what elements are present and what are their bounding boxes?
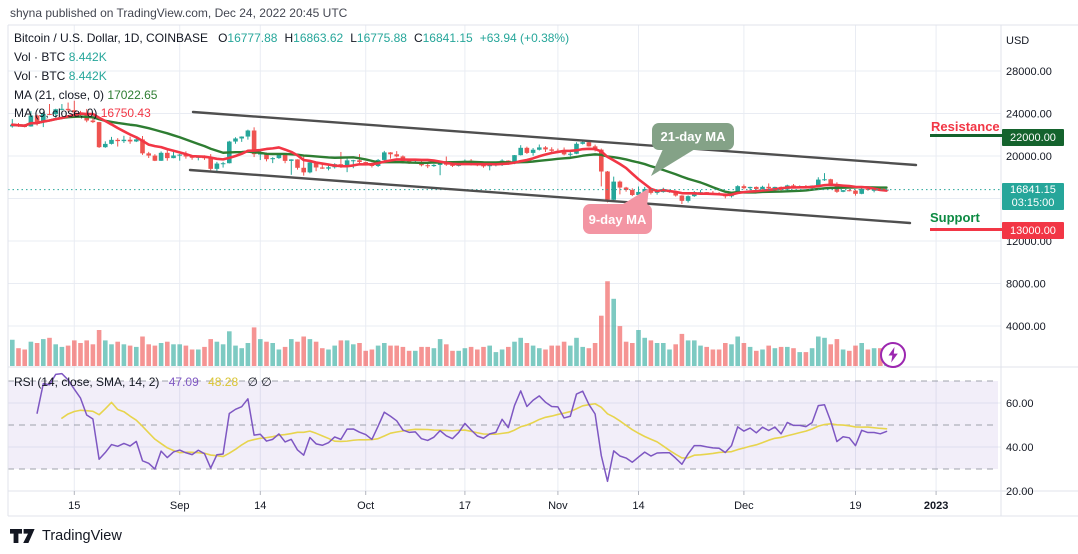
close-label: C bbox=[413, 31, 423, 45]
svg-text:14: 14 bbox=[254, 500, 266, 512]
tradingview-mark-icon bbox=[10, 528, 35, 543]
support-label: Support bbox=[930, 210, 980, 225]
svg-text:28000.00: 28000.00 bbox=[1006, 66, 1052, 78]
tradingview-logo[interactable]: TradingView bbox=[10, 528, 122, 544]
symbol-title: Bitcoin / U.S. Dollar, 1D, COINBASE bbox=[14, 31, 209, 45]
svg-text:17: 17 bbox=[459, 500, 471, 512]
svg-text:12000.00: 12000.00 bbox=[1006, 236, 1052, 248]
resistance-price-badge: 22000.00 bbox=[1002, 129, 1064, 146]
resistance-line bbox=[930, 134, 1003, 137]
callout-21-day-ma: 21-day MA bbox=[652, 123, 734, 150]
volume-value: 8.442K bbox=[68, 50, 107, 64]
svg-text:40.00: 40.00 bbox=[1006, 442, 1034, 454]
support-line bbox=[930, 228, 1003, 231]
svg-text:15: 15 bbox=[68, 500, 80, 512]
close-value: 16841.15 bbox=[422, 31, 473, 45]
svg-text:8000.00: 8000.00 bbox=[1006, 279, 1046, 291]
svg-text:60.00: 60.00 bbox=[1006, 398, 1034, 410]
rsi-band-values: ∅ ∅ bbox=[247, 375, 272, 389]
open-value: 16777.88 bbox=[227, 31, 278, 45]
tradingview-logo-text: TradingView bbox=[42, 528, 122, 544]
rsi-legend-row[interactable]: RSI (14, close, SMA, 14, 2) 47.09 48.28 … bbox=[14, 375, 272, 389]
ma9-legend-row[interactable]: MA (9, close, 0) 16750.43 bbox=[14, 106, 151, 120]
volume-label: Vol · BTC bbox=[14, 69, 66, 83]
svg-text:4000.00: 4000.00 bbox=[1006, 321, 1046, 333]
volume-legend-row-1[interactable]: Vol · BTC 8.442K bbox=[14, 50, 107, 64]
ma21-value: 17022.65 bbox=[107, 88, 158, 102]
svg-text:Oct: Oct bbox=[357, 500, 374, 512]
svg-text:19: 19 bbox=[849, 500, 861, 512]
last-price-badge: 16841.15 03:15:00 bbox=[1002, 183, 1064, 210]
svg-text:20000.00: 20000.00 bbox=[1006, 151, 1052, 163]
ma21-label: MA (21, close, 0) bbox=[14, 88, 105, 102]
support-price-badge: 13000.00 bbox=[1002, 222, 1064, 239]
ma21-legend-row[interactable]: MA (21, close, 0) 17022.65 bbox=[14, 88, 157, 102]
flash-icon[interactable] bbox=[880, 342, 906, 368]
volume-label: Vol · BTC bbox=[14, 50, 66, 64]
rsi-sma-value: 48.28 bbox=[208, 375, 239, 389]
symbol-legend-row[interactable]: Bitcoin / U.S. Dollar, 1D, COINBASE O1677… bbox=[14, 31, 569, 45]
volume-value: 8.442K bbox=[68, 69, 107, 83]
svg-text:USD: USD bbox=[1006, 35, 1029, 47]
svg-text:24000.00: 24000.00 bbox=[1006, 109, 1052, 121]
open-label: O bbox=[218, 31, 228, 45]
svg-text:Sep: Sep bbox=[170, 500, 190, 512]
low-label: L bbox=[350, 31, 357, 45]
svg-text:Nov: Nov bbox=[548, 500, 568, 512]
svg-text:Dec: Dec bbox=[734, 500, 754, 512]
svg-text:2023: 2023 bbox=[924, 500, 948, 512]
last-price: 16841.15 bbox=[1010, 183, 1056, 196]
rsi-label: RSI (14, close, SMA, 14, 2) bbox=[14, 375, 160, 389]
lightning-bolt-icon bbox=[888, 347, 898, 363]
svg-text:14: 14 bbox=[632, 500, 644, 512]
callout-9-day-ma: 9-day MA bbox=[583, 204, 652, 234]
high-label: H bbox=[284, 31, 294, 45]
high-value: 16863.62 bbox=[293, 31, 344, 45]
bar-countdown: 03:15:00 bbox=[1011, 196, 1055, 209]
svg-text:20.00: 20.00 bbox=[1006, 486, 1034, 498]
ma9-value: 16750.43 bbox=[100, 106, 151, 120]
change-value: +63.94 (+0.38%) bbox=[479, 31, 570, 45]
ma9-label: MA (9, close, 0) bbox=[14, 106, 98, 120]
rsi-value: 47.09 bbox=[168, 375, 199, 389]
low-value: 16775.88 bbox=[356, 31, 407, 45]
volume-legend-row-2[interactable]: Vol · BTC 8.442K bbox=[14, 69, 107, 83]
resistance-label: Resistance bbox=[931, 119, 1000, 134]
attribution-text: shyna published on TradingView.com, Dec … bbox=[10, 6, 348, 20]
